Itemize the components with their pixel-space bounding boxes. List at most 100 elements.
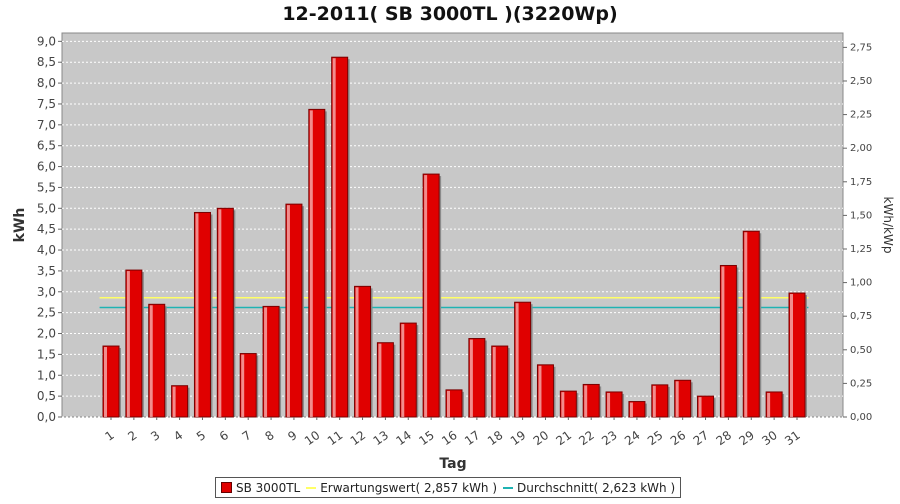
bar-highlight — [401, 324, 405, 417]
bar — [719, 264, 739, 418]
bar-highlight — [126, 271, 130, 417]
bar-highlight — [218, 209, 222, 417]
x-tick-label: 8 — [262, 428, 276, 444]
bar — [628, 401, 647, 418]
bar-highlight — [332, 58, 336, 418]
y-tick-label: 5,0 — [37, 201, 56, 215]
bar — [331, 56, 350, 418]
x-tick-label: 16 — [439, 428, 460, 448]
x-tick-label: 9 — [285, 428, 299, 444]
y-axis-left: 0,0 0,5 1,0 1,5 2,0 2,5 3,0 3,5 4,0 4,5 5,0 5,5 6,0 6… — [37, 34, 62, 424]
bar — [171, 385, 190, 418]
bar — [582, 383, 602, 418]
y-right-tick-label: 1,25 — [850, 244, 872, 255]
y-axis-right-label: kWh/kWp — [881, 197, 895, 254]
plot-area — [61, 32, 844, 418]
x-tick-label: 15 — [416, 428, 437, 448]
y-tick-label: 8,0 — [37, 76, 56, 90]
y-tick-label: 2,0 — [37, 327, 56, 341]
bar-highlight — [264, 307, 268, 417]
x-tick-label: 11 — [325, 428, 346, 448]
y-tick-label: 1,5 — [37, 347, 56, 361]
x-tick-label: 28 — [714, 428, 735, 448]
bar-highlight — [378, 343, 382, 417]
y-tick-label: 0,0 — [37, 410, 56, 424]
bar — [605, 391, 625, 418]
bar-highlight — [698, 397, 702, 417]
series-swatch — [221, 482, 232, 493]
y-tick-label: 3,0 — [37, 285, 56, 299]
y-tick-label: 3,5 — [37, 264, 56, 278]
bar-highlight — [584, 385, 588, 417]
x-tick-label: 22 — [576, 428, 597, 448]
bar-highlight — [515, 303, 519, 417]
x-axis: 1 2 3 4 5 6 7 8 9 10 11 12 13 14 15 16 17 18 19 20 21 22 23 24 2… — [102, 417, 803, 448]
bar — [514, 301, 533, 418]
x-tick-label: 18 — [485, 428, 506, 448]
bar — [285, 203, 304, 418]
bar — [239, 353, 259, 418]
bar — [559, 390, 579, 418]
bar-highlight — [744, 232, 748, 417]
y-right-tick-label: 0,50 — [850, 345, 872, 356]
legend-label-average: Durchschnitt( 2,623 kWh ) — [517, 480, 676, 495]
bar — [468, 338, 487, 418]
bar — [765, 391, 785, 418]
bar-highlight — [675, 381, 679, 417]
x-tick-label: 7 — [240, 428, 254, 444]
bar — [445, 389, 464, 418]
x-tick-label: 2 — [125, 428, 139, 444]
legend-item-series: SB 3000TL — [221, 481, 300, 495]
bar — [651, 384, 670, 418]
x-tick-label: 17 — [462, 428, 483, 448]
bar-highlight — [492, 347, 496, 417]
x-tick-label: 4 — [171, 428, 185, 444]
bar — [399, 322, 419, 418]
y-tick-label: 6,5 — [37, 139, 56, 153]
legend-label-expected: Erwartungswert( 2,857 kWh ) — [320, 480, 498, 495]
y-right-tick-label: 1,50 — [850, 210, 872, 221]
y-tick-label: 6,0 — [37, 160, 56, 174]
y-right-tick-label: 1,00 — [850, 278, 872, 289]
x-tick-label: 10 — [302, 428, 323, 448]
y-tick-label: 9,0 — [37, 34, 56, 48]
legend-item-average: Durchschnitt( 2,623 kWh ) — [503, 481, 675, 495]
expected-swatch — [306, 486, 317, 489]
average-swatch — [503, 486, 514, 489]
y-tick-label: 7,5 — [37, 97, 56, 111]
x-tick-label: 13 — [371, 428, 392, 448]
bar — [742, 230, 762, 418]
bar-highlight — [241, 354, 245, 417]
x-tick-label: 20 — [531, 428, 552, 448]
x-tick-label: 1 — [102, 428, 116, 444]
y-right-tick-label: 2,25 — [850, 110, 872, 121]
legend: SB 3000TL Erwartungswert( 2,857 kWh ) Du… — [215, 477, 682, 498]
y-tick-label: 1,0 — [37, 368, 56, 382]
y-tick-label: 2,5 — [37, 306, 56, 320]
bar — [216, 207, 236, 418]
x-tick-label: 23 — [599, 428, 620, 448]
y-tick-label: 4,0 — [37, 243, 56, 257]
x-tick-label: 14 — [393, 428, 414, 448]
y-tick-label: 5,5 — [37, 180, 56, 194]
y-right-tick-label: 1,75 — [850, 177, 872, 188]
y-tick-label: 7,0 — [37, 118, 56, 132]
legend-label-series: SB 3000TL — [236, 480, 301, 495]
bar-highlight — [447, 390, 450, 417]
bar-highlight — [469, 339, 473, 417]
bar-highlight — [172, 386, 176, 417]
bar-highlight — [652, 385, 656, 417]
y-axis-label: kWh — [12, 208, 28, 243]
bar-highlight — [538, 365, 542, 417]
y-tick-label: 4,5 — [37, 222, 56, 236]
bar-highlight — [607, 392, 611, 417]
bar — [262, 305, 282, 418]
bar — [536, 364, 556, 418]
bar-highlight — [104, 347, 107, 417]
bar-highlight — [561, 392, 565, 417]
y-axis-right: 0,00 0,25 0,50 0,75 1,00 1,25 1,50 1,75 2,00 2,25… — [843, 42, 872, 423]
bar — [148, 303, 167, 418]
x-tick-label: 30 — [759, 428, 780, 448]
